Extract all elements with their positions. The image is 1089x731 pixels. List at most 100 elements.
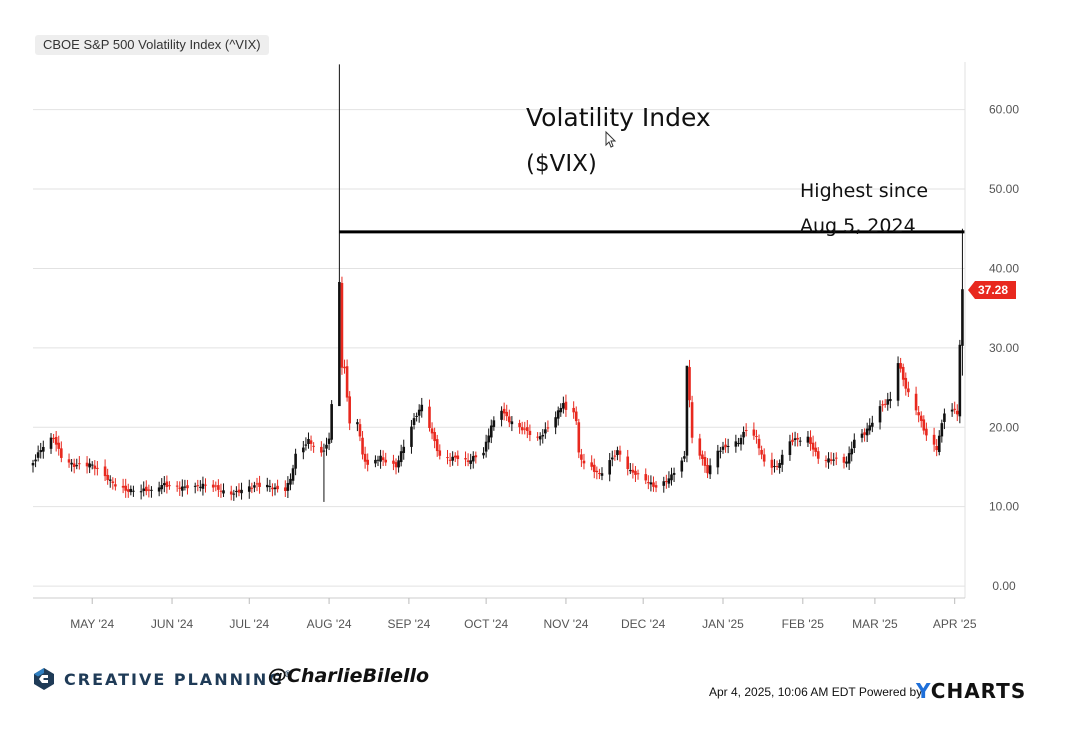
mouse-pointer-icon: [605, 130, 617, 148]
candle-body: [237, 489, 241, 493]
candle-body: [312, 445, 315, 447]
candle-body: [327, 438, 331, 444]
candle-body: [961, 289, 964, 346]
candle-body: [845, 461, 848, 464]
candle-body: [121, 485, 125, 488]
candle-body: [36, 452, 40, 458]
candle-body: [834, 457, 838, 459]
candle-body: [489, 425, 493, 438]
candle-body: [199, 486, 202, 488]
ycharts-logo-mark: Y: [916, 679, 931, 703]
candle-body: [49, 437, 53, 449]
candle-body: [142, 488, 146, 491]
candle-body: [796, 437, 799, 440]
candle-body: [752, 429, 756, 436]
candle-body: [917, 412, 920, 416]
candle-body: [144, 486, 148, 492]
candle-body: [361, 437, 364, 455]
candle-body: [235, 490, 238, 492]
candle-body: [52, 437, 55, 439]
candle-body: [417, 409, 421, 416]
candle-body: [363, 453, 367, 462]
brand-name: CREATIVE PLANNING®: [64, 670, 294, 689]
candle-body: [211, 484, 215, 488]
candle-body: [739, 437, 743, 445]
vix-candlestick-chart[interactable]: 0.00 10.00 20.00 30.00 40.00 50.00 60.00 MAY '…: [0, 0, 1089, 650]
candle-body: [582, 460, 586, 464]
ycharts-logo-text: CHARTS: [930, 679, 1027, 703]
candle-body: [616, 450, 619, 456]
x-tick-label: SEP '24: [387, 617, 430, 631]
candle-body: [598, 473, 601, 475]
candle-body: [482, 452, 485, 456]
candle-body: [106, 474, 109, 481]
candle-body: [31, 463, 35, 466]
candle-body: [811, 442, 815, 450]
candle-body: [147, 489, 151, 491]
candle-body: [868, 425, 872, 431]
candle-body: [108, 479, 112, 481]
candle-body: [770, 459, 774, 468]
candle-body: [75, 465, 79, 467]
candle-body: [286, 482, 290, 491]
registered-mark: ®: [283, 669, 295, 680]
candle-body: [536, 436, 539, 438]
y-tick-label: 10.00: [989, 500, 1019, 514]
candle-body: [634, 470, 637, 475]
candle-body: [250, 487, 254, 489]
candle-body: [507, 416, 511, 423]
candle-body: [471, 456, 475, 462]
candle-body: [93, 465, 97, 469]
candle-body: [456, 455, 460, 460]
candle-body: [744, 430, 748, 432]
candle-body: [793, 438, 797, 441]
candle-body: [523, 428, 527, 430]
candle-body: [376, 459, 380, 461]
candle-body: [85, 462, 89, 467]
candle-body: [420, 404, 424, 412]
candle-body: [672, 472, 676, 475]
candle-body: [453, 455, 457, 458]
candle-body: [343, 366, 346, 369]
candle-body: [881, 404, 884, 406]
y-axis-ticks: 0.00 10.00 20.00 30.00 40.00 50.00 60.00: [989, 103, 1019, 593]
x-tick-label: JUL '24: [229, 617, 269, 631]
candle-body: [665, 481, 668, 483]
candle-body: [629, 470, 632, 472]
candle-body: [163, 483, 166, 486]
x-tick-label: JAN '25: [702, 617, 744, 631]
candle-body: [54, 436, 58, 445]
candle-body: [703, 457, 707, 466]
y-tick-label: 40.00: [989, 261, 1019, 275]
candle-body: [618, 450, 622, 455]
candle-body: [258, 482, 261, 487]
candle-body: [842, 456, 846, 463]
candle-body: [631, 469, 635, 473]
candle-body: [871, 422, 874, 427]
candle-body: [574, 411, 578, 422]
candle-body: [307, 438, 310, 445]
candle-body: [953, 408, 957, 410]
candle-body: [384, 459, 388, 463]
annotation-note-line2: Aug 5, 2024: [800, 215, 916, 237]
candle-body: [500, 410, 503, 420]
candle-body: [762, 454, 766, 462]
candle-body: [448, 459, 452, 461]
brand-label: CREATIVE PLANNING: [64, 669, 284, 689]
candle-body: [70, 462, 73, 465]
x-tick-label: FEB '25: [782, 617, 825, 631]
candle-body: [132, 490, 135, 492]
candle-body: [950, 409, 954, 412]
candle-body: [90, 464, 94, 466]
candle-body: [734, 441, 738, 447]
candle-body: [247, 486, 251, 492]
candle-body: [402, 446, 406, 453]
candle-body: [883, 403, 887, 405]
candle-body: [435, 439, 439, 452]
candle-body: [556, 410, 560, 419]
candle-body: [412, 418, 416, 425]
x-tick-label: MAR '25: [852, 617, 898, 631]
ycharts-logo[interactable]: YCHARTS: [916, 679, 1026, 703]
candle-body: [103, 466, 107, 477]
candle-body: [670, 474, 673, 481]
